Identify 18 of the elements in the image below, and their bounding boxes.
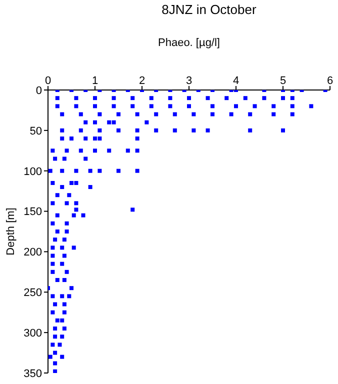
- y-axis-title: Depth [m]: [4, 208, 17, 256]
- y-tick-label: 350: [24, 368, 42, 380]
- y-tick-label: 50: [30, 125, 42, 138]
- y-tick-label: 150: [24, 206, 42, 218]
- x-tick-label: 5: [280, 75, 286, 87]
- y-tick-label: 250: [24, 287, 42, 300]
- x-tick-label: 4: [232, 75, 240, 87]
- x-tick-label: 3: [186, 75, 192, 87]
- x-axis-title: Phaeo. [µg/l]: [158, 36, 220, 49]
- x-tick-label: 2: [138, 75, 146, 87]
- x-tick-label: 1: [92, 75, 98, 87]
- y-tick-label: 0: [36, 84, 42, 97]
- x-tick-label: 6: [326, 75, 334, 87]
- chart-title: 8JNZ in October: [160, 2, 258, 17]
- y-tick-label: 300: [24, 327, 42, 340]
- y-tick-label: 100: [24, 166, 42, 178]
- y-tick-label: 200: [24, 246, 42, 259]
- x-tick-label: 0: [44, 75, 52, 87]
